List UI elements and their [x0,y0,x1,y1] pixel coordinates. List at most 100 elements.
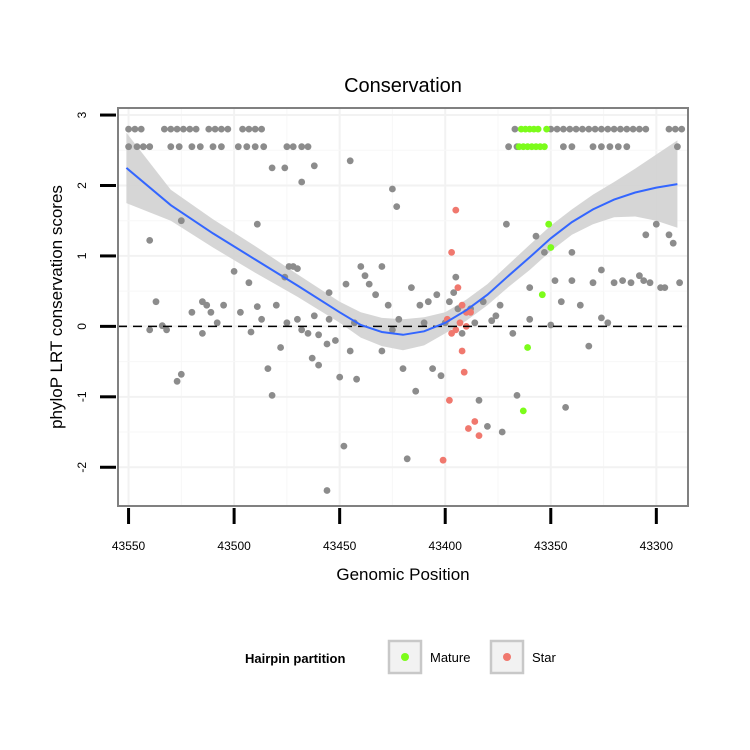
data-point-other [346,157,354,165]
legend-title: Hairpin partition [245,651,345,666]
data-point-other [676,279,683,287]
data-point-other [384,301,392,309]
data-point-other [484,423,491,430]
data-point-other [416,301,424,309]
data-point-other [234,143,242,151]
data-point-other [167,143,175,151]
data-point-other [146,237,154,244]
data-point-other [139,143,147,151]
data-point-other [526,284,534,291]
x-tick-label-43500: 43500 [217,539,251,553]
data-point-star [467,308,474,316]
data-point-other [310,162,318,170]
data-point-other [412,387,420,395]
data-point-other [547,321,555,329]
data-point-other [196,143,204,151]
data-point-other [315,331,322,339]
data-point-other [188,143,196,151]
x-axis: 43550 43500 43450 43400 43350 43300 [112,508,673,553]
data-point-other [636,125,643,133]
data-point-other [562,404,569,411]
data-point-other [503,220,510,228]
y-axis-label: phyloP LRT conservation scores [47,185,66,429]
data-point-other [551,277,559,284]
data-point-other [389,185,396,193]
data-point-other [125,143,132,151]
smooth-trend-line [125,167,678,336]
data-point-mature [519,407,527,415]
data-point-star [454,284,462,291]
legend-key-box-star [489,639,525,675]
data-point-other [258,125,265,133]
data-point-other [294,265,301,272]
data-point-other [203,301,211,309]
data-point-other [623,143,631,151]
data-point-other [268,164,276,172]
x-tick-label-43350: 43350 [534,539,568,553]
data-point-star [452,206,460,214]
data-point-other [247,328,255,336]
data-point-other [408,284,415,291]
data-point-other [260,143,268,151]
data-point-other [298,143,306,151]
data-point-other [614,143,622,151]
data-point-mature [543,125,550,133]
data-point-other [268,392,276,399]
data-point-other [137,125,145,133]
data-point-other [598,125,605,133]
data-point-star [448,249,455,256]
data-point-other [598,314,605,322]
data-point-other [315,361,322,369]
data-point-other [526,315,534,323]
data-point-other [251,143,259,151]
data-point-other [568,143,576,151]
chart-title: Conservation [344,75,462,97]
data-point-mature [538,291,546,299]
data-point-other [458,330,466,337]
data-point-other [281,164,289,172]
data-point-other [239,125,247,133]
legend-label-mature: Mature [430,650,470,665]
data-point-other [598,143,605,151]
data-point-other [308,354,316,362]
data-point-other [304,143,312,151]
data-point-other [180,125,187,133]
data-point-other [224,125,232,133]
confidence-band-layer [126,132,678,351]
data-point-other [598,266,605,274]
data-point-other [340,442,348,450]
data-point-other [429,365,436,372]
data-point-other [424,298,432,306]
data-point-other [475,396,483,404]
data-point-other [310,312,318,320]
data-point-other [199,330,206,337]
data-point-other [572,125,580,133]
data-point-star [446,396,453,404]
y-tick-label-3: 3 [75,111,89,118]
data-point-other [298,178,306,186]
data-point-other [452,273,460,281]
data-point-star [458,347,466,355]
data-point-other [505,143,512,151]
data-point-other [163,326,171,334]
data-point-other [579,125,586,133]
data-point-other [557,298,565,306]
x-tick-label-43400: 43400 [429,539,463,553]
data-point-mature [547,244,555,251]
data-point-mature [534,125,542,133]
data-point-other [264,365,272,372]
data-point-star [452,326,460,334]
data-point-other [420,319,428,327]
data-point-other [325,289,333,296]
data-point-other [509,330,517,337]
data-point-other [211,125,219,133]
x-tick-label-43300: 43300 [640,539,674,553]
data-point-other [560,125,567,133]
data-point-other [513,392,521,399]
data-point-other [251,125,259,133]
data-point-other [207,308,215,316]
data-point-other [152,298,160,306]
data-point-other [671,125,679,133]
y-tick-label-2: 2 [75,182,89,189]
data-point-other [617,125,624,133]
